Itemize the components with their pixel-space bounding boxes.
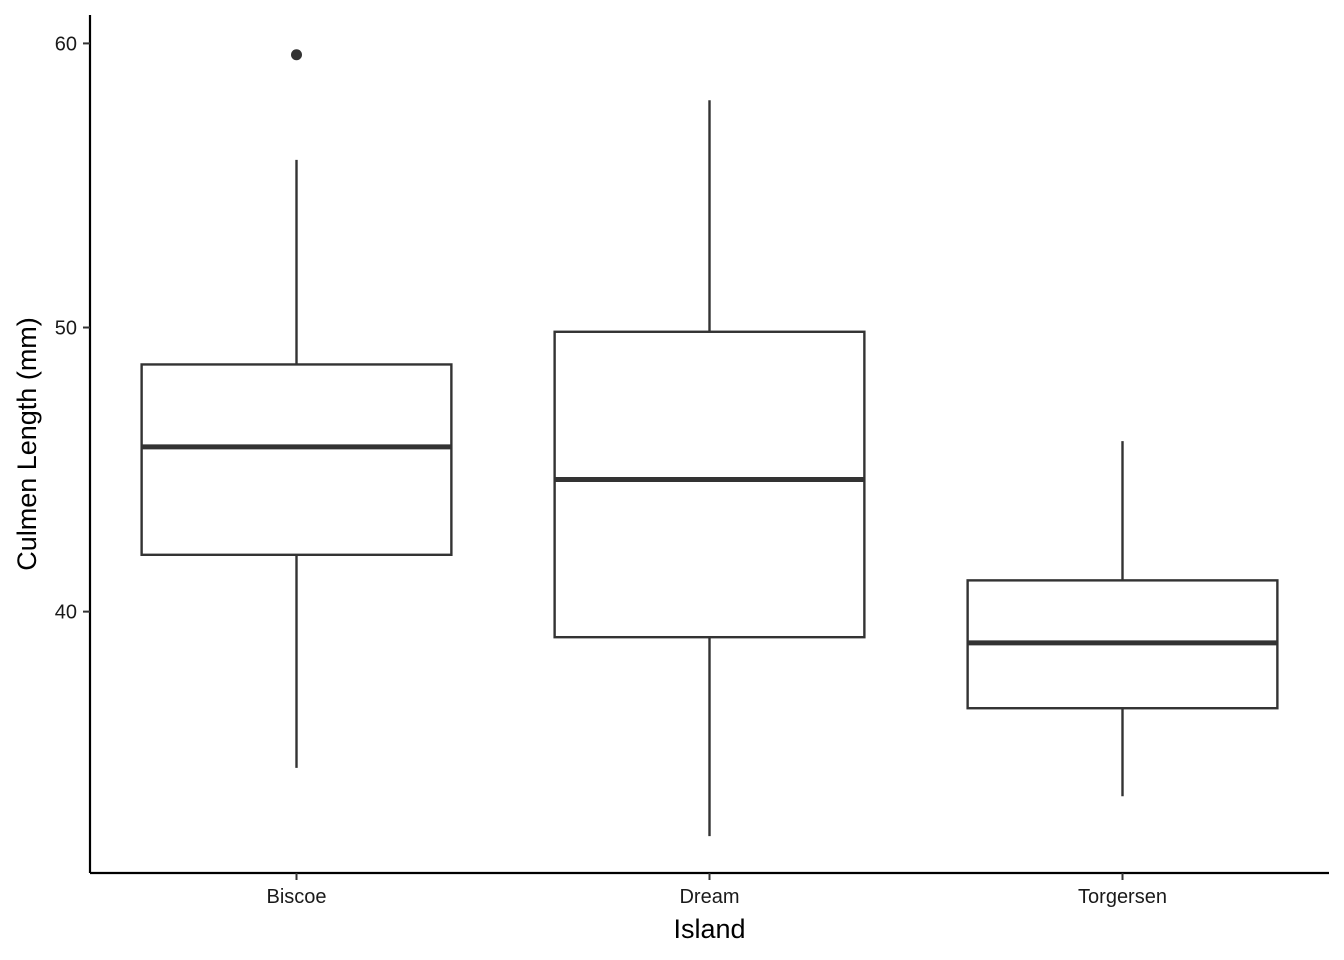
box-biscoe (140, 49, 453, 768)
box-torgersen (966, 441, 1279, 797)
plot-marks (140, 49, 1279, 837)
x-tick-label: Biscoe (266, 886, 326, 908)
y-axis-title: Culmen Length (mm) (12, 317, 42, 571)
y-tick-label: 40 (55, 602, 77, 624)
iqr-box (553, 330, 866, 639)
x-tick-label: Dream (679, 886, 739, 908)
iqr-box (140, 363, 453, 557)
axes: 40 50 60 Biscoe Dream Torgersen (55, 15, 1329, 908)
y-tick-label: 50 (55, 318, 77, 340)
box-dream (553, 100, 866, 837)
y-ticks: 40 50 60 (55, 33, 90, 624)
x-tick-label: Torgersen (1078, 886, 1167, 908)
x-axis-title: Island (673, 914, 745, 944)
outlier-point (291, 49, 302, 61)
x-ticks: Biscoe Dream Torgersen (266, 873, 1167, 908)
y-tick-label: 60 (55, 33, 77, 55)
